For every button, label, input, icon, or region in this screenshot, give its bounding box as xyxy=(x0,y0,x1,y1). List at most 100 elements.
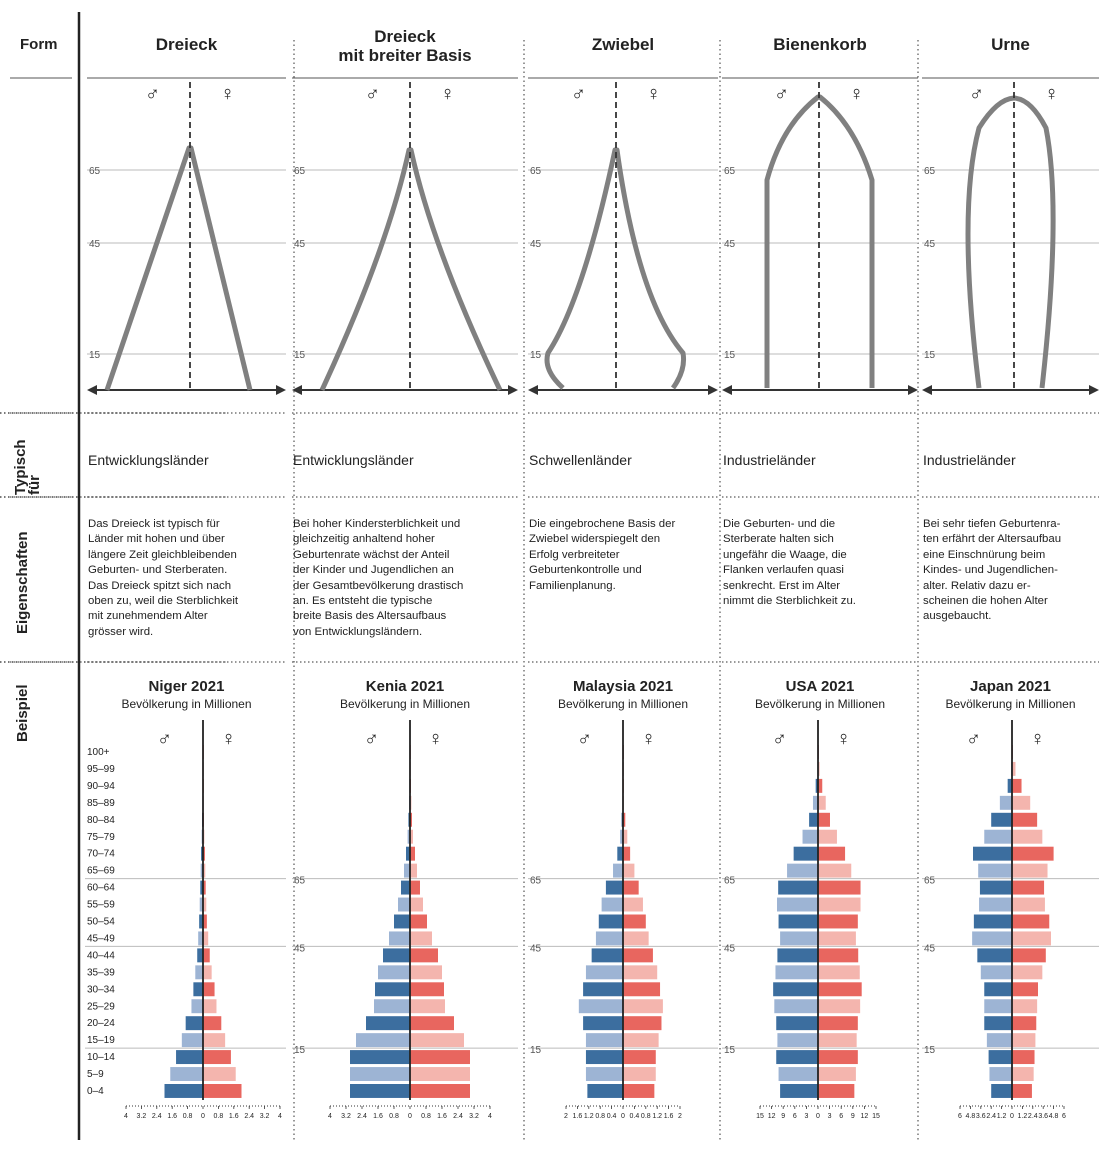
age-group-label: 45–49 xyxy=(87,933,115,944)
male-bar xyxy=(776,1016,818,1031)
x-tick-label: 3.2 xyxy=(260,1113,270,1120)
row-label-form: Form xyxy=(20,36,58,53)
x-tick-label: 0 xyxy=(408,1113,412,1120)
female-symbol: ♀ xyxy=(1044,83,1059,105)
male-bar xyxy=(193,982,203,997)
age-group-label: 25–29 xyxy=(87,1001,115,1012)
female-bar xyxy=(410,1084,470,1098)
description-line: mit zunehmendem Alter xyxy=(88,610,208,623)
description: Bei hoher Kindersterblichkeit und gleichz… xyxy=(293,517,523,640)
female-bar xyxy=(818,897,861,912)
male-bar xyxy=(407,829,410,844)
male-bar xyxy=(578,999,623,1014)
male-bar xyxy=(978,863,1012,878)
age-label: 15 xyxy=(924,350,936,361)
male-bar xyxy=(195,965,203,980)
age-label: 65 xyxy=(294,166,306,177)
age-group-label: 30–34 xyxy=(87,984,115,995)
male-bar xyxy=(999,795,1012,810)
female-symbol: ♀ xyxy=(849,83,864,105)
female-bar xyxy=(818,914,858,929)
male-bar xyxy=(991,812,1012,827)
female-bar xyxy=(818,1050,858,1065)
male-bar xyxy=(815,778,818,793)
female-bar xyxy=(818,778,823,793)
female-bar xyxy=(1012,846,1054,861)
description: Die eingebrochene Basis der Zwiebel wider… xyxy=(529,517,723,594)
male-bar xyxy=(378,965,410,980)
x-tick-label: 4.8 xyxy=(966,1113,976,1120)
age-group-label: 15–19 xyxy=(87,1035,115,1046)
male-bar xyxy=(356,1033,410,1048)
pyramid-shape-diagram: 65 45 15 ♂ ♀ xyxy=(87,77,286,395)
female-bar xyxy=(410,1067,470,1081)
age-label: 15 xyxy=(530,350,542,361)
age-label: 65 xyxy=(724,166,736,177)
x-tick-label: 6 xyxy=(839,1113,843,1120)
male-bar xyxy=(583,982,623,997)
female-bar xyxy=(623,846,631,861)
male-symbol: ♂ xyxy=(966,728,981,750)
female-bar xyxy=(818,931,856,946)
female-symbol: ♀ xyxy=(646,83,661,105)
age-label: 45 xyxy=(924,239,936,250)
age-label: 15 xyxy=(530,1045,542,1056)
male-bar xyxy=(802,829,818,844)
x-tick-label: 2.4 xyxy=(1028,1113,1038,1120)
age-group-label: 95–99 xyxy=(87,764,115,775)
male-bar xyxy=(375,982,410,997)
pyramid-shape-diagram: 65 45 15 ♂ ♀ xyxy=(292,77,518,395)
chart-title: Malaysia 2021 xyxy=(572,678,674,695)
age-label: 45 xyxy=(724,239,736,250)
male-bar xyxy=(404,863,410,878)
chart-subtitle: Bevölkerung in Millionen xyxy=(339,697,471,711)
female-bar xyxy=(818,982,862,997)
x-tick-label: 3 xyxy=(804,1113,808,1120)
female-bar xyxy=(410,982,444,997)
female-bar xyxy=(203,897,207,912)
pyramid-shape-diagram: 65 45 15 ♂ ♀ xyxy=(922,77,1099,395)
x-tick-label: 15 xyxy=(872,1113,880,1120)
male-bar xyxy=(585,965,623,980)
female-bar xyxy=(203,880,206,895)
male-symbol: ♂ xyxy=(969,83,984,105)
male-bar xyxy=(812,795,818,810)
age-group-label: 75–79 xyxy=(87,832,115,843)
male-bar xyxy=(973,846,1012,861)
description-line: grösser wird. xyxy=(88,625,154,638)
male-bar xyxy=(777,1033,818,1048)
description-line: Bei hoher Kindersterblichkeit und xyxy=(293,518,461,530)
female-bar xyxy=(623,948,653,963)
female-bar xyxy=(203,846,205,861)
x-tick-label: 0.8 xyxy=(595,1113,605,1120)
male-bar xyxy=(191,999,203,1014)
population-pyramid-chart: 100+ 95–99 90–94 85–89 80–84 75–79 70–74 65–69 6… xyxy=(85,720,286,1120)
female-bar xyxy=(1012,880,1045,895)
description-line: oben zu, weil die Sterblichkeit xyxy=(88,595,239,608)
male-bar xyxy=(809,812,818,827)
female-bar xyxy=(1012,829,1043,844)
age-group-label: 60–64 xyxy=(87,883,115,894)
female-bar xyxy=(623,829,628,844)
male-bar xyxy=(984,829,1012,844)
description-line: Geburtenkontrolle und xyxy=(529,564,642,577)
female-bar xyxy=(1012,812,1038,827)
female-symbol: ♀ xyxy=(221,728,236,750)
male-bar xyxy=(980,965,1012,980)
x-tick-label: 0 xyxy=(816,1113,820,1120)
description-line: Bei sehr tiefen Geburtenra- xyxy=(923,518,1061,530)
female-bar xyxy=(818,846,846,861)
female-bar xyxy=(623,812,626,827)
age-label: 45 xyxy=(924,943,936,954)
female-bar xyxy=(1012,897,1045,912)
age-group-label: 85–89 xyxy=(87,798,115,809)
male-bar xyxy=(793,846,818,861)
description-line: gleichzeitig anhaltend hoher xyxy=(293,533,435,546)
male-bar xyxy=(350,1084,410,1098)
female-symbol: ♀ xyxy=(220,83,235,105)
description-line: Geburtenrate wächst der Anteil xyxy=(293,548,450,561)
male-bar xyxy=(778,880,818,895)
female-bar xyxy=(623,897,643,912)
